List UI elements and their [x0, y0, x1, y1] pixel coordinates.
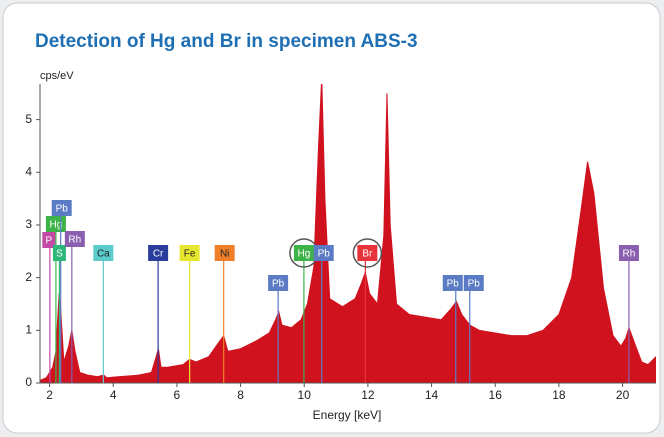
element-label: Hg: [298, 249, 311, 260]
x-tick-label: 14: [425, 388, 439, 402]
element-box: [463, 275, 484, 291]
element-label: P: [46, 236, 53, 247]
element-box: [214, 245, 235, 261]
element-label: Pb: [56, 204, 69, 215]
element-box: [313, 245, 334, 261]
element-box: [618, 245, 639, 261]
element-box: [148, 245, 169, 261]
y-tick-label: 4: [25, 164, 32, 178]
x-tick-label: 6: [174, 388, 181, 402]
x-tick-label: 20: [616, 388, 630, 402]
element-label: Hg: [50, 220, 63, 231]
element-box: [52, 245, 66, 261]
x-axis-label: Energy [keV]: [313, 408, 382, 422]
y-tick-label: 1: [25, 322, 32, 336]
element-box: [64, 231, 85, 247]
x-tick-label: 4: [110, 388, 117, 402]
element-label: S: [56, 249, 63, 260]
y-tick-label: 5: [25, 112, 32, 126]
element-label: Cr: [153, 249, 164, 260]
x-tick-label: 12: [361, 388, 375, 402]
chart-title: Detection of Hg and Br in specimen ABS-3: [35, 31, 418, 52]
element-label: Rh: [68, 235, 81, 246]
element-label: Fe: [184, 249, 196, 260]
element-label: Ni: [220, 249, 229, 260]
x-tick-label: 10: [298, 388, 312, 402]
x-tick-label: 2: [46, 388, 53, 402]
plot-area: [40, 84, 656, 383]
y-tick-label: 3: [25, 217, 32, 231]
element-box: [357, 245, 378, 261]
element-label: Pb: [318, 249, 331, 260]
y-tick-label: 0: [25, 375, 32, 389]
element-label: Pb: [468, 279, 481, 290]
element-box: [93, 245, 114, 261]
y-axis-label: cps/eV: [40, 70, 74, 82]
element-label: Br: [362, 249, 373, 260]
element-label: Ca: [97, 249, 110, 260]
x-tick-label: 16: [489, 388, 503, 402]
element-label: Pb: [447, 279, 460, 290]
element-box: [293, 245, 314, 261]
spectrum: [40, 84, 656, 383]
highlight-circle: [352, 238, 383, 268]
element-label: Pb: [272, 279, 285, 290]
element-box: [268, 275, 289, 291]
y-tick-label: 2: [25, 270, 32, 284]
element-box: [42, 232, 56, 248]
x-tick-label: 18: [552, 388, 566, 402]
element-box: [51, 200, 72, 216]
element-label: Rh: [623, 249, 636, 260]
element-box: [442, 275, 463, 291]
element-box: [179, 245, 200, 261]
x-tick-label: 8: [237, 388, 244, 402]
